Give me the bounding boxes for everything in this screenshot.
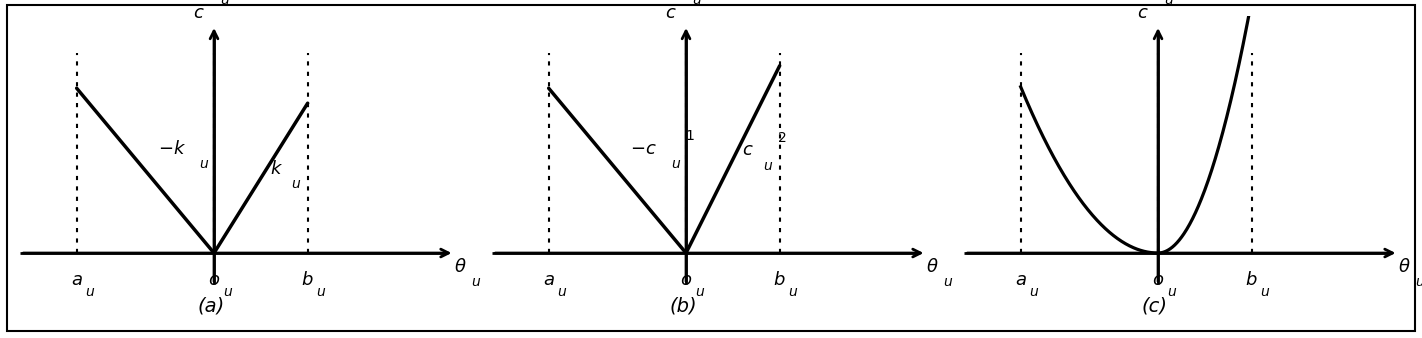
Text: $-c$: $-c$ — [630, 140, 657, 158]
Text: $1$: $1$ — [685, 129, 694, 143]
Text: $\theta$: $\theta$ — [1398, 258, 1411, 276]
Text: $o$: $o$ — [680, 270, 693, 289]
Text: $u$: $u$ — [1260, 286, 1270, 299]
Text: $c$: $c$ — [1138, 4, 1149, 22]
Text: $u$: $u$ — [1415, 275, 1422, 289]
Text: (a): (a) — [198, 297, 225, 316]
Text: $k$: $k$ — [270, 160, 283, 178]
Text: $b$: $b$ — [1246, 270, 1258, 289]
Text: $o$: $o$ — [1152, 270, 1165, 289]
Text: $a$: $a$ — [543, 270, 555, 289]
Text: $u$: $u$ — [693, 0, 702, 7]
Text: $u$: $u$ — [1030, 286, 1039, 299]
Text: $u$: $u$ — [220, 0, 230, 7]
Text: $u$: $u$ — [316, 286, 327, 299]
Text: $b$: $b$ — [301, 270, 314, 289]
Text: $c$: $c$ — [193, 4, 205, 22]
Text: $u$: $u$ — [671, 158, 681, 171]
Text: $u$: $u$ — [199, 158, 209, 171]
Text: $b$: $b$ — [774, 270, 786, 289]
Text: $a$: $a$ — [71, 270, 82, 289]
Text: $\theta$: $\theta$ — [926, 258, 939, 276]
Text: $o$: $o$ — [208, 270, 220, 289]
Text: $2$: $2$ — [778, 130, 786, 145]
Text: (c): (c) — [1142, 297, 1167, 316]
Text: $u$: $u$ — [943, 275, 953, 289]
Text: $\theta$: $\theta$ — [454, 258, 466, 276]
Text: $u$: $u$ — [223, 286, 233, 299]
Text: $-k$: $-k$ — [158, 140, 186, 158]
Text: $u$: $u$ — [1166, 286, 1177, 299]
Text: $u$: $u$ — [788, 286, 799, 299]
Text: $u$: $u$ — [695, 286, 705, 299]
Text: $a$: $a$ — [1015, 270, 1027, 289]
Text: $u$: $u$ — [557, 286, 567, 299]
Text: $u$: $u$ — [85, 286, 95, 299]
Text: $u$: $u$ — [471, 275, 481, 289]
Text: (b): (b) — [670, 297, 697, 316]
Text: $u$: $u$ — [1165, 0, 1175, 7]
Text: $u$: $u$ — [762, 159, 774, 173]
Text: $u$: $u$ — [292, 177, 301, 191]
Text: $c$: $c$ — [665, 4, 677, 22]
Text: $c$: $c$ — [742, 141, 754, 159]
